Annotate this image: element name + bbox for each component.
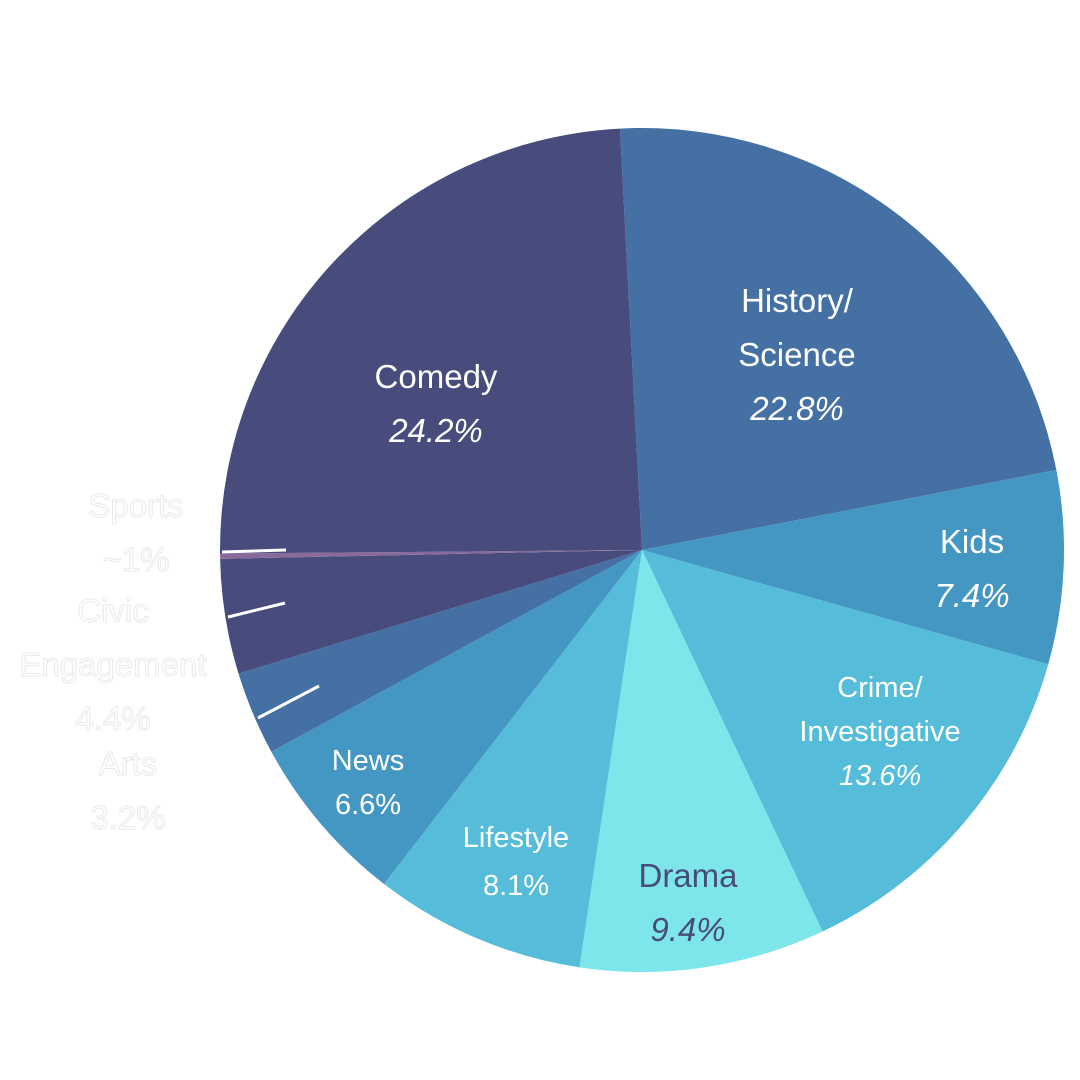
leader-lines <box>221 548 320 720</box>
slice-label-text: Science <box>738 336 855 373</box>
slice-value-label: 3.2% <box>90 799 165 836</box>
slice-value-label: 9.4% <box>650 911 725 948</box>
slice-arts <box>238 550 642 752</box>
leader-line-sports <box>221 548 287 554</box>
slice-label-arts: Arts 3.2% <box>90 745 165 836</box>
slice-label-drama: Drama 9.4% <box>638 857 738 948</box>
slice-labels: History/Science 22.8% Kids 7.4% Crime/Invest… <box>19 282 1010 948</box>
slice-label-text: Comedy <box>375 358 498 395</box>
leader-line-arts <box>257 684 320 720</box>
slice-label-text: Civic <box>77 592 149 629</box>
slice-label-sports: Sports ~1% <box>88 487 183 578</box>
slice-civic-engagement <box>220 550 642 674</box>
slice-value-label: 13.6% <box>839 760 921 792</box>
slice-value-label: 6.6% <box>335 789 401 821</box>
slice-label-comedy: Comedy 24.2% <box>375 358 498 449</box>
slice-label-text: Sports <box>88 487 183 524</box>
slice-lifestyle <box>384 550 642 968</box>
slice-label-text: Engagement <box>19 646 206 683</box>
slice-value-label: 22.8% <box>749 390 844 427</box>
slice-label-text: Kids <box>940 523 1004 560</box>
slice-crime-investigative <box>642 550 1049 932</box>
slice-label-history-science: History/Science 22.8% <box>738 282 855 427</box>
slice-value-label: 7.4% <box>934 577 1009 614</box>
slice-sports <box>220 550 642 559</box>
leader-line-civic-engagement <box>227 601 286 619</box>
slice-comedy <box>219 128 642 554</box>
slice-label-text: News <box>332 745 405 777</box>
slice-label-crime-investigative: Crime/Investigative 13.6% <box>799 672 960 792</box>
slice-kids <box>642 470 1065 665</box>
slice-label-text: Arts <box>99 745 158 782</box>
slice-value-label: ~1% <box>103 541 170 578</box>
pie-slices <box>219 128 1065 972</box>
slice-label-text: Lifestyle <box>463 822 569 854</box>
slice-label-civic-engagement: Civic Engagement 4.4% <box>19 592 206 737</box>
slice-label-text: Investigative <box>799 716 960 748</box>
slice-label-news: News 6.6% <box>332 745 405 821</box>
slice-label-text: Crime/ <box>837 672 923 704</box>
slice-label-text: Drama <box>638 857 738 894</box>
slice-value-label: 24.2% <box>388 412 483 449</box>
slice-news <box>271 550 642 884</box>
slice-label-text: History/ <box>741 282 854 319</box>
slice-history-science <box>619 128 1057 550</box>
slice-label-kids: Kids 7.4% <box>934 523 1009 614</box>
slice-drama <box>579 550 823 972</box>
slice-value-label: 8.1% <box>483 870 549 902</box>
slice-label-lifestyle: Lifestyle 8.1% <box>463 822 569 902</box>
slice-value-label: 4.4% <box>75 700 150 737</box>
